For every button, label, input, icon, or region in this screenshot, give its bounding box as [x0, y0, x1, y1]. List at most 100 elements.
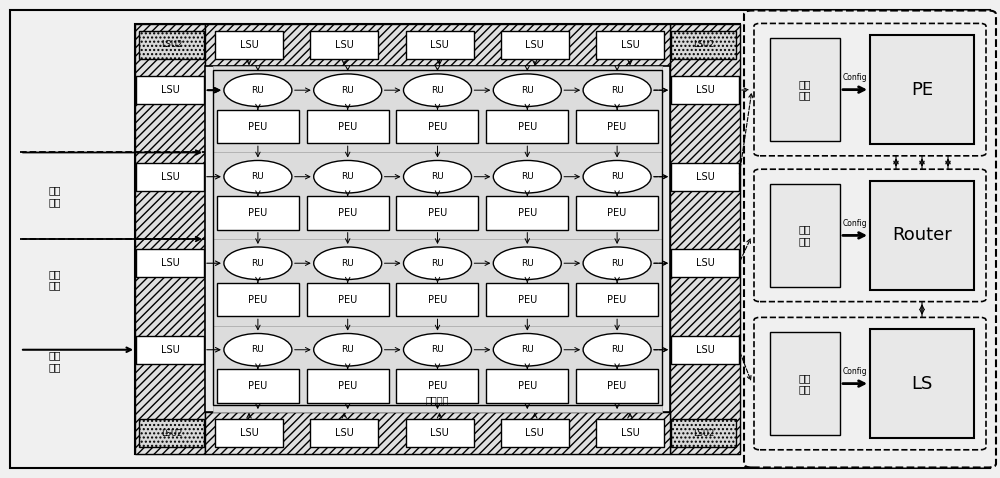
Text: LSU: LSU [335, 428, 354, 438]
Ellipse shape [314, 247, 382, 280]
Bar [217, 283, 299, 316]
Text: LSU: LSU [430, 428, 449, 438]
Bar [486, 283, 568, 316]
Bar [217, 196, 299, 230]
Text: PEU: PEU [518, 294, 537, 304]
Bar [596, 419, 664, 447]
Text: 配置
单元: 配置 单元 [799, 79, 811, 100]
Bar [486, 110, 568, 143]
Text: Config: Config [843, 367, 867, 376]
Text: PEU: PEU [518, 121, 537, 131]
Bar [307, 369, 389, 403]
Text: 互连
网络: 互连 网络 [49, 269, 61, 291]
Text: PEU: PEU [428, 208, 447, 218]
Text: RU: RU [341, 172, 354, 181]
Text: PEU: PEU [518, 381, 537, 391]
Text: PEU: PEU [607, 381, 627, 391]
Bar [396, 196, 478, 230]
Text: LSU: LSU [525, 428, 544, 438]
Bar [136, 336, 204, 364]
Ellipse shape [224, 74, 292, 107]
Bar [307, 283, 389, 316]
Ellipse shape [224, 334, 292, 366]
Text: RU: RU [431, 172, 444, 181]
Text: LSU: LSU [161, 258, 179, 268]
Text: PEU: PEU [338, 208, 357, 218]
Text: Config: Config [843, 73, 867, 82]
Ellipse shape [583, 247, 651, 280]
Text: RU: RU [341, 86, 354, 95]
Bar [205, 412, 670, 454]
Ellipse shape [493, 247, 561, 280]
Bar [671, 76, 739, 104]
FancyBboxPatch shape [744, 11, 996, 467]
Bar [217, 369, 299, 403]
Text: LSU: LSU [161, 345, 179, 355]
Text: PEU: PEU [607, 294, 627, 304]
Text: PE: PE [911, 81, 933, 98]
Bar [213, 239, 662, 326]
Text: RU: RU [252, 86, 264, 95]
Text: LSU: LSU [240, 428, 258, 438]
Text: RU: RU [431, 86, 444, 95]
Text: RU: RU [521, 172, 534, 181]
Ellipse shape [224, 161, 292, 193]
Bar [307, 110, 389, 143]
Bar [486, 369, 568, 403]
Bar [205, 24, 670, 66]
Text: LSU2: LSU2 [161, 41, 182, 49]
Text: RU: RU [252, 172, 264, 181]
Bar [307, 196, 389, 230]
Text: LS: LS [911, 375, 933, 392]
Text: RU: RU [252, 345, 264, 354]
Text: LSU: LSU [335, 40, 354, 50]
Text: LSU: LSU [621, 428, 639, 438]
Bar [576, 369, 658, 403]
Text: Router: Router [892, 227, 952, 244]
Bar [213, 326, 662, 412]
Bar [501, 31, 569, 59]
Text: PEU: PEU [428, 294, 447, 304]
Text: RU: RU [521, 259, 534, 268]
Ellipse shape [224, 247, 292, 280]
Ellipse shape [403, 74, 472, 107]
Bar [596, 31, 664, 59]
Text: PEU: PEU [428, 121, 447, 131]
Ellipse shape [403, 247, 472, 280]
Bar [135, 24, 740, 454]
Text: LSU2: LSU2 [693, 41, 714, 49]
Bar [501, 419, 569, 447]
Ellipse shape [583, 161, 651, 193]
Bar [215, 419, 283, 447]
Text: RU: RU [341, 345, 354, 354]
Bar [406, 419, 474, 447]
Text: PEU: PEU [607, 208, 627, 218]
Text: Config: Config [843, 219, 867, 228]
Text: LSU: LSU [161, 172, 179, 182]
Bar [406, 31, 474, 59]
Bar [213, 66, 662, 152]
FancyBboxPatch shape [754, 169, 986, 302]
Text: RU: RU [341, 259, 354, 268]
Text: PEU: PEU [428, 381, 447, 391]
Text: LSU2: LSU2 [693, 429, 714, 437]
Ellipse shape [493, 74, 561, 107]
Text: LSU: LSU [525, 40, 544, 50]
Bar [576, 110, 658, 143]
Text: RU: RU [611, 172, 623, 181]
Bar [213, 152, 662, 239]
Bar [870, 329, 974, 438]
Text: RU: RU [611, 86, 623, 95]
Bar [136, 76, 204, 104]
Text: RU: RU [521, 345, 534, 354]
Text: 配置
单元: 配置 单元 [799, 373, 811, 394]
Bar [671, 419, 736, 447]
Text: LSU: LSU [696, 172, 714, 182]
Text: PEU: PEU [248, 381, 268, 391]
Bar [310, 419, 378, 447]
Bar [671, 163, 739, 191]
Ellipse shape [403, 334, 472, 366]
Text: PEU: PEU [338, 294, 357, 304]
Bar [576, 283, 658, 316]
Bar [213, 70, 662, 405]
